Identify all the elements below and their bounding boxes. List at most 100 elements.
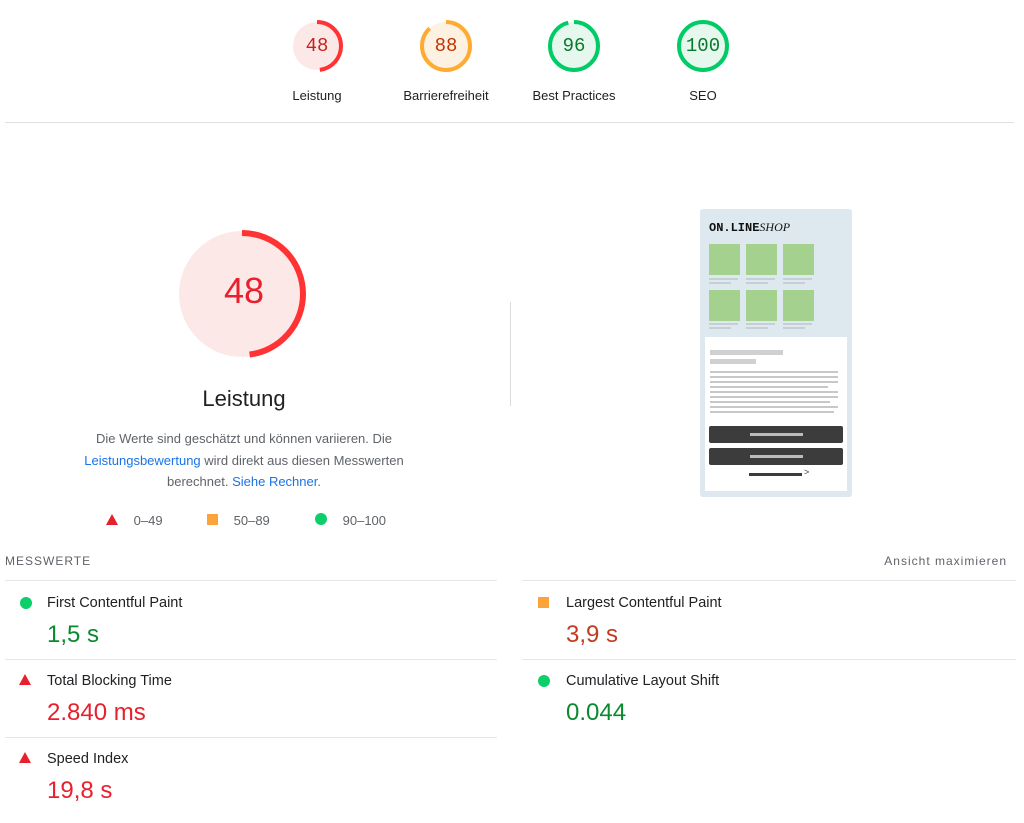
- divider: [5, 659, 497, 660]
- logo-italic: SHOP: [759, 220, 791, 234]
- product-caption: [783, 282, 805, 284]
- legend-label: 50–89: [233, 513, 270, 528]
- divider: [522, 580, 1016, 581]
- circle-icon: [315, 513, 327, 525]
- logo-bold: ON.LINE: [709, 221, 760, 235]
- product-caption: [746, 282, 768, 284]
- product-caption: [709, 323, 738, 325]
- metric-name: Total Blocking Time: [47, 673, 172, 689]
- square-icon: [538, 597, 549, 608]
- divider: [522, 659, 1016, 660]
- dialog-heading: [710, 359, 756, 364]
- category-gauge-best-practices[interactable]: 96 Best Practices: [509, 18, 639, 103]
- metric-value: 1,5 s: [47, 621, 100, 648]
- legend-label: 90–100: [342, 513, 387, 528]
- dialog-text: [710, 386, 828, 388]
- dialog-text: [710, 406, 838, 408]
- gauge-label: SEO: [689, 88, 717, 103]
- dialog-text: [710, 396, 838, 398]
- gauge-ring: [548, 20, 600, 72]
- gauge-score: 88: [434, 35, 458, 57]
- legend-good: 90–100: [315, 513, 386, 528]
- dialog-button: [709, 448, 843, 465]
- gauge-label: Leistung: [292, 88, 342, 103]
- gauge-score: 100: [685, 35, 721, 57]
- category-gauge-performance[interactable]: 48 Leistung: [252, 18, 382, 103]
- gauge-label: Best Practices: [532, 88, 616, 103]
- product-caption: [709, 327, 731, 329]
- product-caption: [783, 323, 812, 325]
- product-image: [746, 290, 777, 321]
- divider: [5, 737, 497, 738]
- page-screenshot-thumbnail[interactable]: ON.LINESHOP >: [700, 209, 852, 497]
- metric-name: Cumulative Layout Shift: [566, 673, 720, 689]
- product-caption: [746, 278, 775, 280]
- dialog-text: [710, 376, 838, 378]
- scoring-link[interactable]: Leistungsbewertung: [84, 452, 201, 468]
- dialog-text: [710, 371, 838, 373]
- metric-name: Speed Index: [47, 751, 129, 767]
- performance-score-gauge: 48: [177, 229, 311, 363]
- score-description: Die Werte sind geschätzt und können vari…: [60, 428, 428, 493]
- metric-value: 3,9 s: [566, 621, 619, 648]
- gauge-ring: [420, 20, 472, 72]
- dialog-heading: [710, 350, 783, 355]
- calculator-link[interactable]: Siehe Rechner.: [232, 474, 321, 489]
- description-text: Die Werte sind geschätzt und können vari…: [95, 431, 393, 446]
- gauge-label: Barrierefreiheit: [403, 88, 489, 103]
- dialog-link: [749, 473, 802, 476]
- vertical-divider: [510, 302, 511, 406]
- product-image: [709, 244, 740, 275]
- maximize-view-toggle[interactable]: Ansicht maximieren: [884, 554, 1007, 568]
- product-caption: [783, 327, 805, 329]
- square-icon: [207, 514, 218, 525]
- dialog-text: [710, 401, 830, 403]
- performance-title: Leistung: [202, 386, 286, 411]
- circle-icon: [20, 597, 32, 609]
- score-gauge[interactable]: 100: [675, 18, 731, 74]
- category-gauge-accessibility[interactable]: 88 Barrierefreiheit: [381, 18, 511, 103]
- metric-name: Largest Contentful Paint: [566, 595, 722, 611]
- triangle-icon: [19, 752, 31, 763]
- score-gauge[interactable]: 88: [418, 18, 474, 74]
- legend-poor: 0–49: [106, 513, 163, 528]
- legend-label: 0–49: [133, 513, 163, 528]
- consent-dialog: >: [705, 337, 847, 491]
- product-caption: [746, 323, 775, 325]
- dialog-text: [710, 391, 838, 393]
- metrics-title: MESSWERTE: [5, 554, 92, 568]
- performance-score: 48: [223, 270, 265, 311]
- product-image: [746, 244, 777, 275]
- gauge-ring: [677, 20, 729, 72]
- gauge-ring: [178, 230, 306, 358]
- product-caption: [709, 278, 738, 280]
- product-image: [783, 244, 814, 275]
- dialog-text: [710, 381, 838, 383]
- score-gauge[interactable]: 96: [546, 18, 602, 74]
- header-divider: [5, 122, 1014, 123]
- category-gauge-seo[interactable]: 100 SEO: [638, 18, 768, 103]
- product-caption: [709, 282, 731, 284]
- product-caption: [746, 327, 768, 329]
- dialog-button: [709, 426, 843, 443]
- shop-logo: ON.LINESHOP: [709, 220, 790, 235]
- chevron-right-icon: >: [804, 467, 810, 477]
- divider: [5, 580, 497, 581]
- metric-value: 0.044: [566, 699, 627, 726]
- score-gauge[interactable]: 48: [289, 18, 345, 74]
- metric-value: 2.840 ms: [47, 699, 146, 726]
- gauge-score: 48: [305, 35, 329, 57]
- product-image: [709, 290, 740, 321]
- legend-average: 50–89: [207, 513, 270, 528]
- metric-name: First Contentful Paint: [47, 595, 183, 611]
- triangle-icon: [19, 674, 31, 685]
- product-image: [783, 290, 814, 321]
- triangle-icon: [106, 514, 118, 525]
- metric-value: 19,8 s: [47, 777, 113, 804]
- gauge-ring: [291, 20, 343, 72]
- description-text-2: wird direkt aus diesen Messwerten berech…: [167, 452, 404, 490]
- dialog-text: [710, 411, 834, 413]
- gauge-score: 96: [562, 35, 586, 57]
- product-caption: [783, 278, 812, 280]
- circle-icon: [538, 675, 550, 687]
